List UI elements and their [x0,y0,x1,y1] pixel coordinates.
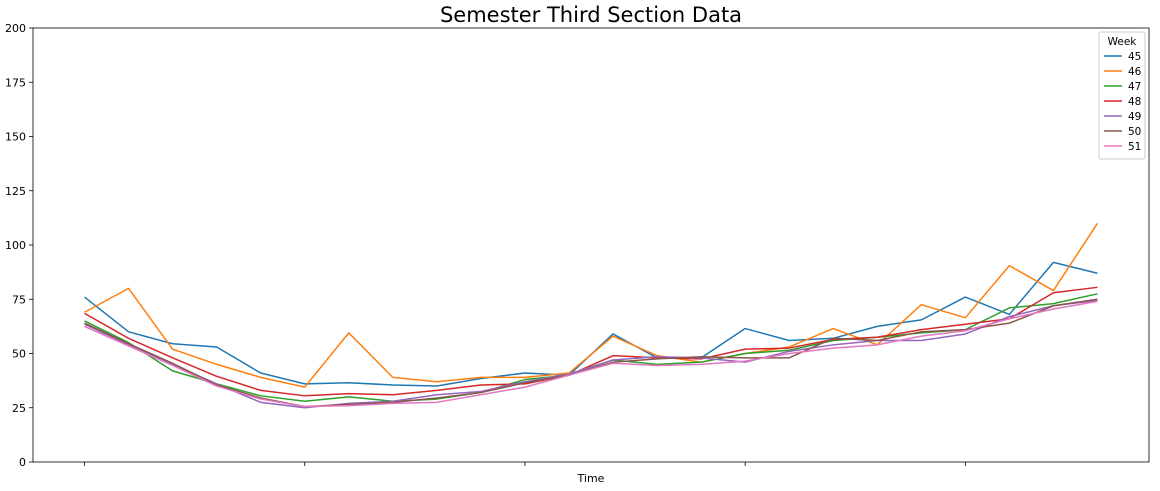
y-tick-label: 150 [5,131,26,144]
legend-label-49: 49 [1128,111,1141,123]
x-axis [84,462,966,466]
y-tick-label: 50 [12,348,26,361]
legend-label-47: 47 [1128,81,1141,93]
series-line-48 [84,286,1098,397]
series-line-47 [84,293,1098,402]
x-axis-label: Time [577,472,605,485]
legend-label-48: 48 [1128,96,1141,108]
y-tick-label: 0 [19,456,26,469]
legend-entries: 45 46 47 48 49 50 51 [1104,51,1142,153]
series-line-49 [84,299,1098,409]
legend-label-46: 46 [1128,66,1142,78]
y-tick-label: 175 [5,76,26,89]
legend-label-45: 45 [1128,51,1141,63]
plot-frame [32,27,1150,463]
legend-box [1098,31,1146,160]
legend-label-50: 50 [1128,126,1141,138]
chart-title: Semester Third Section Data [440,3,742,27]
legend: Week 45 46 47 48 49 50 51 [1098,31,1146,160]
y-tick-label: 75 [12,293,26,306]
y-axis: 0 25 50 75 100 125 150 175 200 [5,22,33,469]
y-tick-label: 25 [12,402,26,415]
series-line-46 [84,222,1099,388]
y-tick-label: 100 [5,239,26,252]
plot-lines [84,222,1099,409]
y-tick-label: 125 [5,185,26,198]
legend-title: Week [1108,36,1138,48]
series-line-50 [84,298,1098,408]
legend-label-51: 51 [1128,141,1141,153]
series-line-51 [84,300,1098,408]
y-tick-label: 200 [5,22,26,35]
